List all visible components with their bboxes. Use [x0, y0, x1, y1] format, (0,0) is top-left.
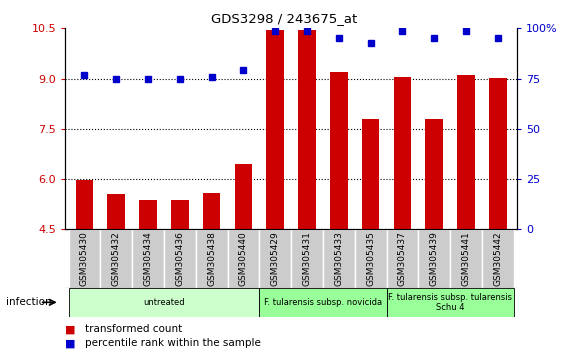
Text: GSM305438: GSM305438: [207, 231, 216, 286]
Bar: [354, 229, 386, 288]
Bar: [203, 193, 220, 229]
Bar: [260, 229, 291, 288]
Bar: [362, 119, 379, 229]
Bar: [450, 229, 482, 288]
Text: ■: ■: [65, 324, 76, 334]
Text: GSM305433: GSM305433: [335, 231, 343, 286]
Bar: [139, 200, 157, 229]
Bar: [323, 229, 354, 288]
Text: ■: ■: [65, 338, 76, 348]
Bar: [418, 229, 450, 288]
Text: GSM305442: GSM305442: [493, 231, 502, 286]
Bar: [171, 200, 189, 229]
Bar: [228, 229, 260, 288]
Text: GSM305431: GSM305431: [303, 231, 311, 286]
Bar: [330, 72, 348, 229]
Bar: [69, 229, 101, 288]
Bar: [235, 164, 252, 229]
Text: GSM305432: GSM305432: [112, 231, 121, 286]
Bar: [101, 229, 132, 288]
Bar: [394, 77, 411, 229]
Bar: [482, 229, 513, 288]
Bar: [260, 288, 386, 317]
Bar: [132, 229, 164, 288]
Bar: [298, 30, 316, 229]
Text: GDS3298 / 243675_at: GDS3298 / 243675_at: [211, 12, 357, 25]
Text: GSM305434: GSM305434: [144, 231, 152, 286]
Text: transformed count: transformed count: [85, 324, 182, 334]
Text: F. tularensis subsp. novicida: F. tularensis subsp. novicida: [264, 298, 382, 307]
Text: untreated: untreated: [143, 298, 185, 307]
Bar: [457, 75, 475, 229]
Bar: [386, 288, 513, 317]
Text: GSM305435: GSM305435: [366, 231, 375, 286]
Bar: [69, 288, 260, 317]
Text: GSM305437: GSM305437: [398, 231, 407, 286]
Bar: [76, 180, 93, 229]
Text: infection: infection: [6, 297, 51, 307]
Bar: [196, 229, 228, 288]
Text: GSM305436: GSM305436: [176, 231, 184, 286]
Bar: [291, 229, 323, 288]
Bar: [266, 30, 284, 229]
Bar: [489, 78, 507, 229]
Text: percentile rank within the sample: percentile rank within the sample: [85, 338, 261, 348]
Text: F. tularensis subsp. tularensis
Schu 4: F. tularensis subsp. tularensis Schu 4: [388, 293, 512, 312]
Text: GSM305430: GSM305430: [80, 231, 89, 286]
Bar: [425, 119, 443, 229]
Bar: [107, 194, 125, 229]
Bar: [164, 229, 196, 288]
Text: GSM305439: GSM305439: [430, 231, 438, 286]
Text: GSM305429: GSM305429: [271, 231, 279, 286]
Bar: [386, 229, 418, 288]
Text: GSM305440: GSM305440: [239, 231, 248, 286]
Text: GSM305441: GSM305441: [461, 231, 470, 286]
